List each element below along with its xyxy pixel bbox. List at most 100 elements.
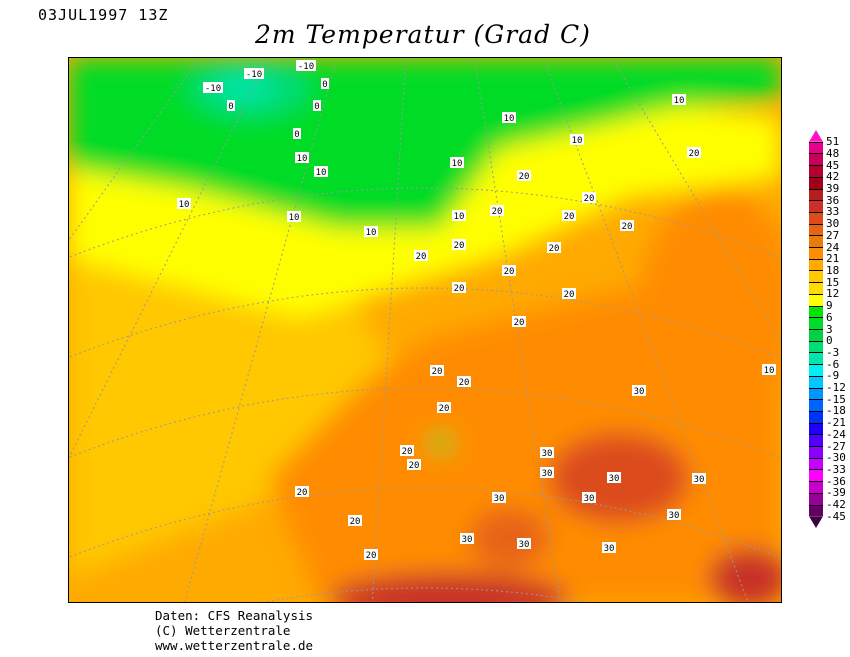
contour-label-text: 10 <box>504 114 515 124</box>
latitude-line <box>18 187 830 279</box>
contour-label: 30 <box>460 533 474 545</box>
color-scale-label: 21 <box>826 252 840 266</box>
credits: Daten: CFS Reanalysis (C) Wetterzentrale… <box>155 608 313 653</box>
color-scale-segment <box>809 141 823 154</box>
color-scale-segment <box>809 235 823 248</box>
color-scale-segment <box>809 258 823 271</box>
contour-label-text: 30 <box>634 387 645 397</box>
contour-label-text: 30 <box>494 494 505 504</box>
alps-cool <box>429 435 453 451</box>
contour-label-text: -10 <box>246 70 262 80</box>
color-scale-segment <box>809 422 823 435</box>
contour-label-text: 20 <box>350 517 361 527</box>
color-scale-label: 39 <box>826 182 840 196</box>
color-scale-label: -24 <box>826 427 846 441</box>
contour-label: 20 <box>687 147 701 159</box>
color-scale-segment <box>809 200 823 212</box>
contour-label-text: 20 <box>549 244 560 254</box>
color-scale-label: -6 <box>826 357 840 371</box>
contour-label: 10 <box>295 152 309 164</box>
contour-label-text: 20 <box>492 207 503 217</box>
color-scale-label: -3 <box>826 345 840 359</box>
color-scale-segment <box>809 387 823 400</box>
contour-label: 20 <box>295 486 309 498</box>
contour-label: 30 <box>667 509 681 521</box>
color-scale-label: 3 <box>826 322 833 336</box>
contour-label-text: 10 <box>316 168 327 178</box>
contour-label-text: 20 <box>689 149 700 159</box>
longitude-line <box>168 17 349 657</box>
contour-label: 10 <box>570 134 584 146</box>
contour-label: 0 <box>293 128 301 140</box>
color-scale-label: -18 <box>826 404 846 418</box>
longitude-line <box>368 17 409 657</box>
contour-label: 20 <box>452 282 466 294</box>
contour-label: 20 <box>562 288 576 300</box>
contour-label: 30 <box>582 492 596 504</box>
temperature-map: -10 -10 0 0 -10 0 0 10 10 10 10 10 10 10 10 10 10 20 20 20 2… <box>0 17 850 657</box>
contour-label: 20 <box>364 549 378 561</box>
contour-label-text: 20 <box>564 212 575 222</box>
color-scale-segment <box>809 165 823 177</box>
contour-label: 20 <box>502 265 516 277</box>
color-scale-segment <box>809 329 823 341</box>
color-scale-label: -45 <box>826 509 846 523</box>
contour-label-text: 20 <box>564 290 575 300</box>
latitude-line <box>18 487 830 579</box>
contour-label: 20 <box>452 239 466 251</box>
contour-label-text: 20 <box>519 172 530 182</box>
contour-label: 20 <box>512 316 526 328</box>
copyright: (C) Wetterzentrale <box>155 623 291 638</box>
website: www.wetterzentrale.de <box>155 638 314 653</box>
color-scale-segment <box>809 188 823 201</box>
contour-label-text: 20 <box>504 267 515 277</box>
color-scale-segment <box>809 375 823 388</box>
contour-label-text: 30 <box>542 469 553 479</box>
color-scale-label: -27 <box>826 439 846 453</box>
color-scale-segment <box>809 504 823 517</box>
contour-label-text: 0 <box>294 130 299 140</box>
contour-label-text: 10 <box>366 228 377 238</box>
color-scale-segment <box>809 293 823 306</box>
contour-label-text: 20 <box>439 404 450 414</box>
color-scale-label: 0 <box>826 334 833 348</box>
contour-label-text: 20 <box>409 461 420 471</box>
contour-label-text: 20 <box>432 367 443 377</box>
contour-label-text: 20 <box>416 252 427 262</box>
color-scale-label: 30 <box>826 217 840 231</box>
color-scale-segment <box>809 410 823 423</box>
color-scale-segment <box>809 270 823 283</box>
color-scale-segment <box>809 457 823 470</box>
color-scale-label: 24 <box>826 240 840 254</box>
contour-label: 20 <box>562 210 576 222</box>
contour-label-text: 10 <box>572 136 583 146</box>
color-scale-segment <box>809 434 823 447</box>
contour-label: 30 <box>540 467 554 479</box>
color-scale-label: -9 <box>826 369 840 383</box>
contour-label-text: 30 <box>604 544 615 554</box>
contour-label-text: 20 <box>402 447 413 457</box>
contour-label-text: 10 <box>674 96 685 106</box>
color-scale-segment <box>809 153 823 166</box>
contour-label-text: 10 <box>764 366 775 376</box>
contour-label-text: 0 <box>314 102 319 112</box>
color-scale-segment <box>809 446 823 458</box>
contour-label-text: 20 <box>297 488 308 498</box>
contour-label-text: 10 <box>297 154 308 164</box>
contour-label: -10 <box>244 68 264 80</box>
contour-label-text: 20 <box>459 378 470 388</box>
color-scale-label: -33 <box>826 462 846 476</box>
contour-label: 20 <box>437 402 451 414</box>
contour-label-text: 20 <box>514 318 525 328</box>
contour-label: -10 <box>203 82 223 94</box>
color-scale-segment <box>809 399 823 411</box>
contour-label-text: 30 <box>584 494 595 504</box>
color-scale-segment <box>809 211 823 224</box>
color-scale-label: 33 <box>826 205 840 219</box>
color-scale-label: 12 <box>826 287 840 301</box>
contour-label: 10 <box>762 364 776 376</box>
contour-label: 10 <box>314 166 328 178</box>
contour-label: 10 <box>450 157 464 169</box>
latitude-line <box>18 387 830 479</box>
contour-label-text: -10 <box>205 84 221 94</box>
